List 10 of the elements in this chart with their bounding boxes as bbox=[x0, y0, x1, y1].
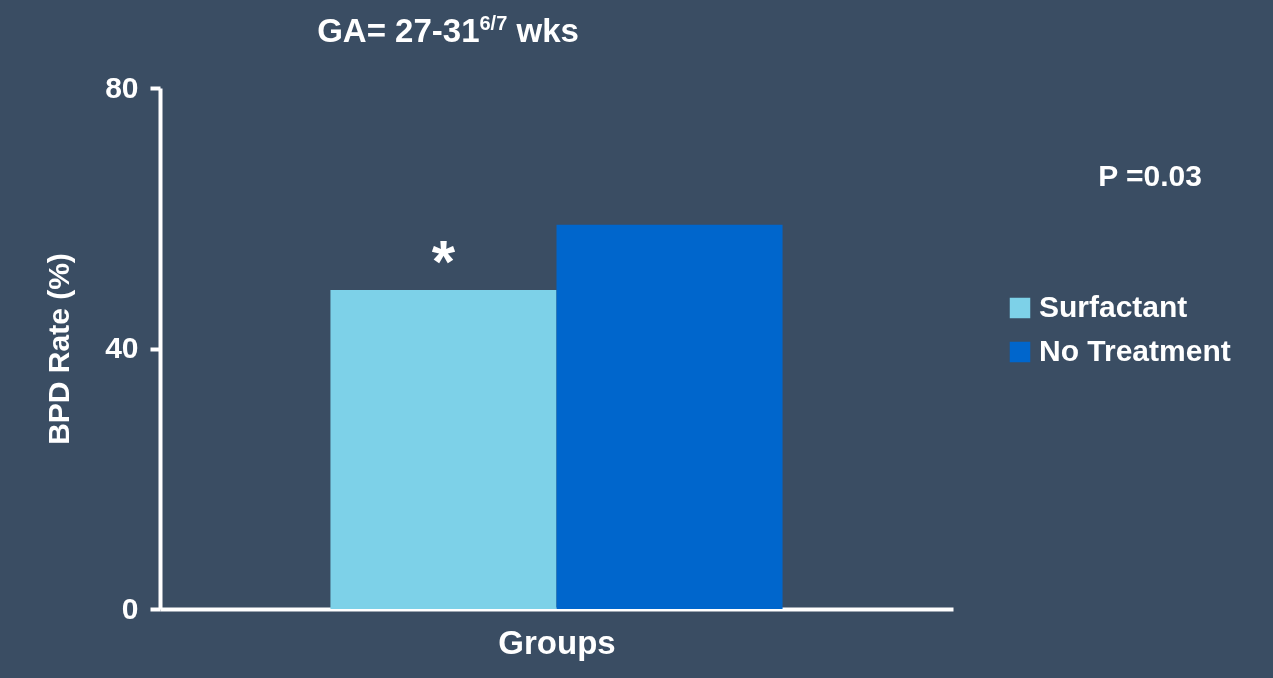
x-axis-title: Groups bbox=[498, 623, 616, 661]
legend-label: Surfactant bbox=[1039, 290, 1188, 323]
chart-title: GA= 27-31$^{6/7}$ wks bbox=[316, 12, 580, 50]
y-tick-label: 80 bbox=[105, 70, 139, 104]
text: P =0.03 bbox=[1098, 159, 1202, 192]
y-axis-title: BPD Rate (%) bbox=[42, 253, 76, 445]
y-tick-label: 40 bbox=[105, 331, 139, 364]
legend-label: No Treatment bbox=[1039, 334, 1231, 367]
annotation: * bbox=[431, 227, 456, 295]
y-tick-label: 0 bbox=[121, 591, 139, 625]
